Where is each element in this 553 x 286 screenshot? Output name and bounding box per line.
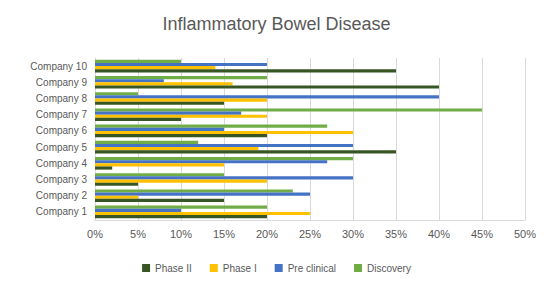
svg-text:Phase II: Phase II: [155, 263, 192, 274]
svg-text:Company 9: Company 9: [36, 77, 88, 88]
svg-text:20%: 20%: [256, 228, 278, 240]
svg-text:Discovery: Discovery: [367, 263, 411, 274]
svg-text:Company 1: Company 1: [36, 206, 88, 217]
svg-text:35%: 35%: [385, 228, 407, 240]
svg-text:Company 10: Company 10: [30, 61, 87, 72]
svg-text:Company 8: Company 8: [36, 93, 88, 104]
svg-text:25%: 25%: [299, 228, 321, 240]
svg-text:15%: 15%: [213, 228, 235, 240]
svg-text:Phase I: Phase I: [223, 263, 257, 274]
svg-text:Company 2: Company 2: [36, 190, 88, 201]
svg-text:Pre clinical: Pre clinical: [288, 263, 336, 274]
svg-text:Company 7: Company 7: [36, 109, 88, 120]
svg-text:Company 5: Company 5: [36, 142, 88, 153]
svg-text:Company 4: Company 4: [36, 158, 88, 169]
svg-text:Company 3: Company 3: [36, 174, 88, 185]
svg-text:Inflammatory Bowel Disease: Inflammatory Bowel Disease: [162, 14, 390, 34]
svg-text:40%: 40%: [428, 228, 450, 240]
svg-text:Company 6: Company 6: [36, 125, 88, 136]
svg-text:0%: 0%: [87, 228, 103, 240]
svg-text:45%: 45%: [471, 228, 493, 240]
svg-text:10%: 10%: [170, 228, 192, 240]
svg-text:5%: 5%: [130, 228, 146, 240]
svg-text:30%: 30%: [342, 228, 364, 240]
svg-text:50%: 50%: [514, 228, 536, 240]
